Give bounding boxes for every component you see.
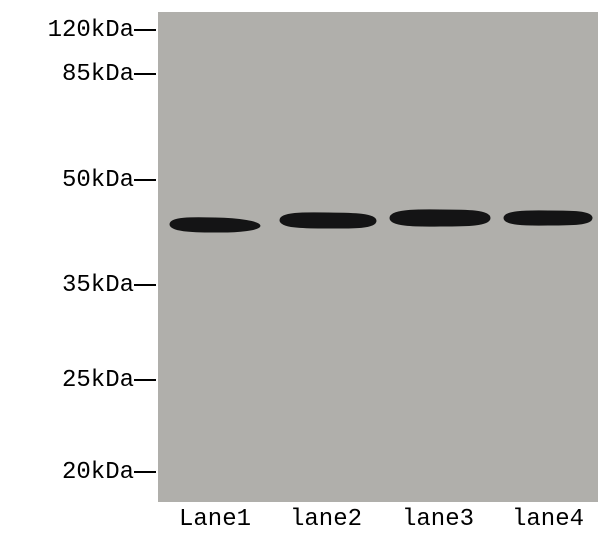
mw-marker-tick — [134, 73, 156, 75]
mw-marker-tick — [134, 29, 156, 31]
lane-label: lane4 — [493, 506, 603, 533]
mw-marker-tick — [134, 471, 156, 473]
mw-marker-tick — [134, 284, 156, 286]
lane-label: Lane1 — [160, 506, 270, 533]
mw-marker-label: 25kDa — [4, 367, 134, 394]
band-lane-4 — [496, 205, 600, 231]
mw-marker-label: 120kDa — [4, 17, 134, 44]
mw-marker-label: 85kDa — [4, 61, 134, 88]
mw-marker-label: 35kDa — [4, 272, 134, 299]
mw-marker-label: 50kDa — [4, 167, 134, 194]
mw-marker-tick — [134, 379, 156, 381]
lane-label: lane3 — [383, 506, 493, 533]
gel-membrane — [158, 12, 598, 502]
lane-label: lane2 — [271, 506, 381, 533]
mw-marker-tick — [134, 179, 156, 181]
band-lane-1 — [162, 211, 268, 239]
mw-marker-label: 20kDa — [4, 459, 134, 486]
band-lane-3 — [382, 204, 498, 232]
band-lane-2 — [272, 206, 384, 234]
western-blot-figure: 120kDa85kDa50kDa35kDa25kDa20kDa Lane1lan… — [0, 0, 608, 538]
figure-canvas: 120kDa85kDa50kDa35kDa25kDa20kDa Lane1lan… — [0, 0, 608, 538]
